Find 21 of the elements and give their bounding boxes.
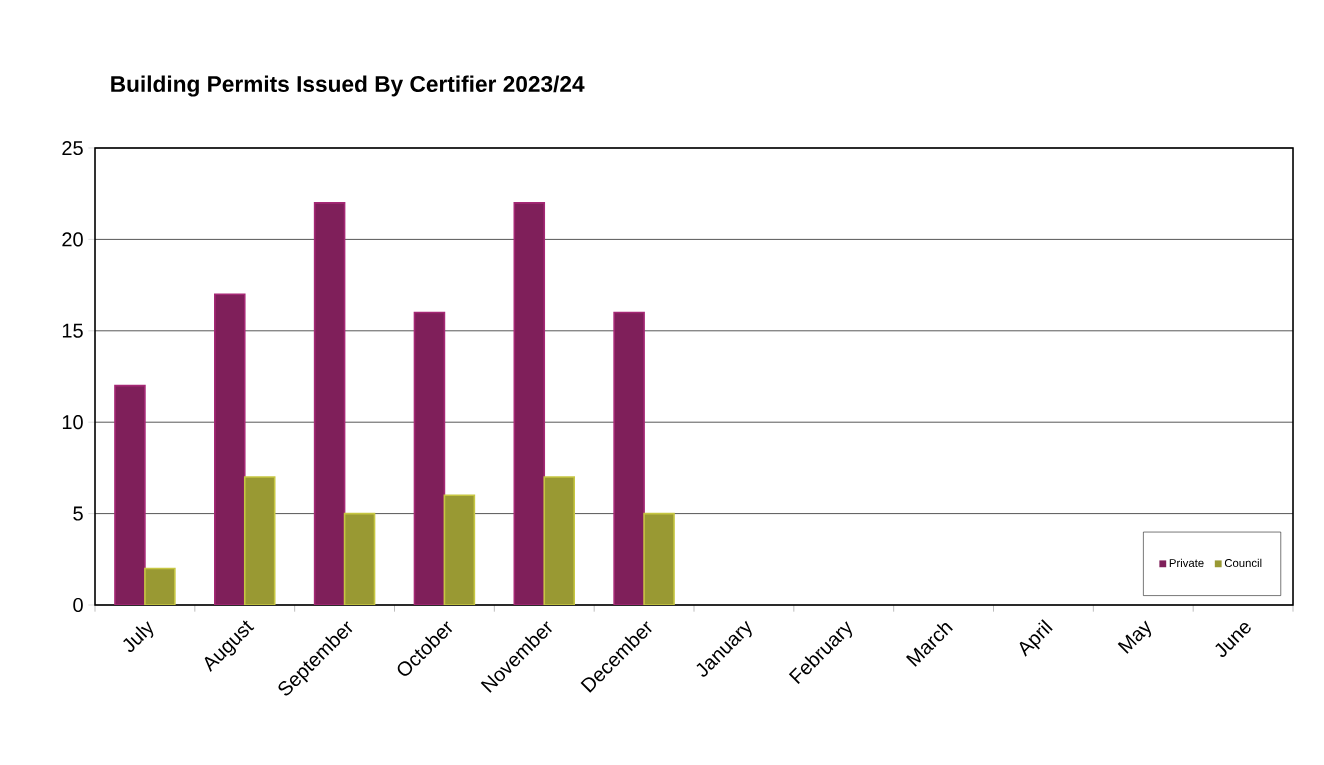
chart-title: Building Permits Issued By Certifier 2023/24 bbox=[111, 75, 585, 97]
bar bbox=[513, 202, 546, 605]
legend-label: Private bbox=[1169, 558, 1204, 568]
y-tick-label: 10 bbox=[62, 415, 83, 430]
y-tick-label: 20 bbox=[62, 232, 83, 247]
bar bbox=[443, 494, 476, 605]
bar bbox=[214, 293, 246, 605]
bar bbox=[613, 311, 645, 605]
y-tick-label: 25 bbox=[62, 140, 83, 156]
bar bbox=[313, 202, 346, 605]
x-tick-label: July bbox=[123, 621, 154, 653]
bar bbox=[114, 384, 146, 605]
legend-label: Council bbox=[1224, 558, 1262, 568]
y-tick-label: 15 bbox=[62, 323, 83, 338]
y-tick-label: 5 bbox=[73, 506, 83, 521]
bar bbox=[543, 476, 576, 605]
y-tick-label: 0 bbox=[73, 597, 83, 613]
bar bbox=[343, 512, 376, 605]
bar bbox=[643, 512, 675, 605]
bar bbox=[243, 476, 276, 605]
bar bbox=[413, 311, 446, 605]
